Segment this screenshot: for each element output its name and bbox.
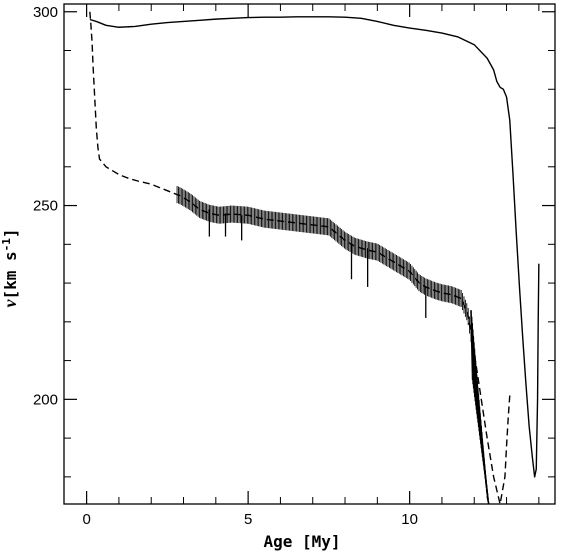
- x-tick-label: 5: [244, 511, 252, 528]
- dense-band: [470, 310, 490, 504]
- x-tick-label: 0: [82, 511, 90, 528]
- spikes: [208, 209, 427, 318]
- plot-area: [89, 11, 540, 504]
- dense-band-stroke: [486, 496, 490, 504]
- plot-series-group: [89, 11, 540, 504]
- y-axis-label-close: ]: [1, 228, 20, 238]
- y-axis-label-superscript: -1: [0, 238, 13, 252]
- y-axis-label-variable: v: [0, 299, 20, 308]
- x-axis-label: Age [My]: [263, 532, 340, 551]
- axes-frame: [63, 3, 556, 505]
- y-tick-label: 200: [33, 391, 58, 408]
- y-tick-label: 250: [33, 198, 58, 215]
- y-axis-label: v[km s-1]: [0, 228, 20, 307]
- oscillation-band: [176, 186, 472, 342]
- axes: [63, 3, 556, 505]
- y-axis-label-units: [km s: [1, 251, 20, 299]
- solid-series-line: [89, 16, 540, 478]
- y-tick-label: 300: [33, 4, 58, 21]
- x-tick-label: 10: [401, 511, 418, 528]
- tick-labels: 0 5 10 200 250 300: [33, 4, 418, 528]
